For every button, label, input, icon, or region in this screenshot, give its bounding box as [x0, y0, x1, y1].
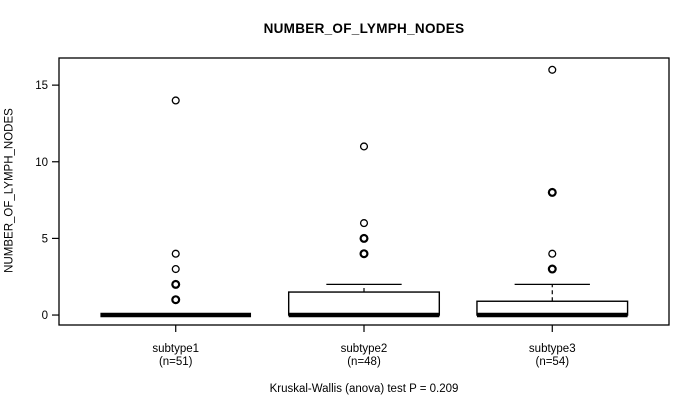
outlier-point — [548, 65, 557, 74]
outlier-point — [171, 279, 181, 289]
group-label: subtype2 — [341, 343, 388, 355]
outlier-point — [359, 249, 369, 259]
outlier-point — [359, 219, 369, 228]
chart-title: NUMBER_OF_LYMPH_NODES — [263, 21, 465, 36]
group-label: subtype1 — [152, 343, 199, 355]
outlier-point — [171, 96, 180, 105]
group-n-label: (n=48) — [347, 356, 381, 368]
group-n-label: (n=51) — [159, 356, 193, 368]
y-tick-label: 10 — [35, 157, 48, 169]
outlier-point — [548, 249, 557, 258]
group-label: subtype3 — [529, 343, 576, 355]
stat-test-caption: Kruskal-Wallis (anova) test P = 0.209 — [269, 383, 459, 395]
outlier-point — [359, 233, 369, 243]
outlier-point — [171, 295, 181, 305]
outlier-point — [171, 249, 180, 258]
y-tick-label: 15 — [35, 80, 48, 92]
box — [287, 291, 441, 316]
outlier-point — [547, 187, 557, 197]
group-n-label: (n=54) — [535, 356, 569, 368]
outlier-point — [359, 142, 369, 151]
outlier-point — [171, 265, 180, 274]
y-tick-label: 0 — [42, 310, 48, 322]
outlier-point — [547, 264, 557, 274]
y-tick-label: 5 — [42, 233, 48, 245]
